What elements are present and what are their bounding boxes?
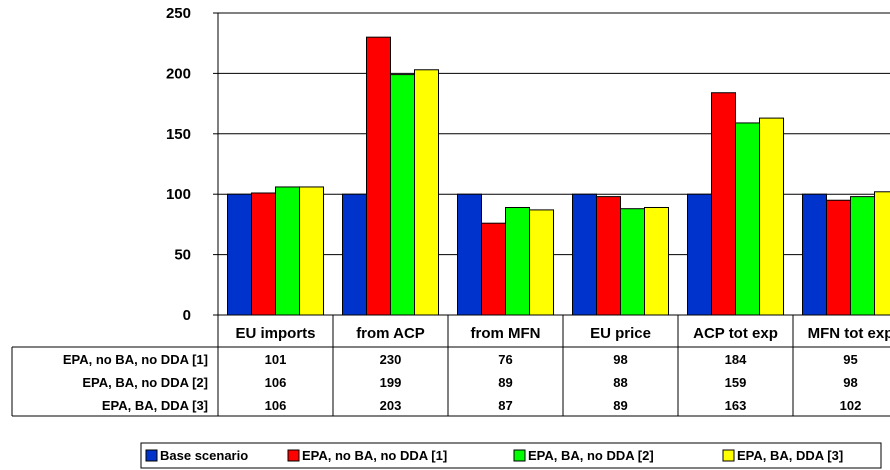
- data-label: 199: [380, 375, 402, 390]
- legend-entry: EPA, BA, no DDA [2]: [528, 448, 654, 463]
- data-label: 159: [725, 375, 747, 390]
- bar: [711, 92, 736, 316]
- bar: [802, 193, 827, 316]
- legend-swatch: [722, 449, 735, 462]
- legend-entry: EPA, BA, DDA [3]: [737, 448, 843, 463]
- data-label: 98: [843, 375, 857, 390]
- x-category-label: ACP tot exp: [693, 325, 778, 342]
- data-label: 87: [498, 398, 512, 413]
- legend-entry: EPA, no BA, no DDA [1]: [302, 448, 447, 463]
- bar: [596, 196, 621, 316]
- table-row-label: EPA, BA, DDA [3]: [102, 398, 208, 413]
- data-label: 230: [380, 352, 402, 367]
- y-tick-label: 200: [166, 65, 191, 82]
- bar: [251, 192, 276, 316]
- data-label: 184: [725, 352, 747, 367]
- bar: [414, 69, 439, 316]
- y-tick-label: 250: [166, 5, 191, 22]
- legend-swatch: [287, 449, 300, 462]
- data-label: 89: [498, 375, 512, 390]
- bar: [299, 186, 324, 316]
- x-category-label: from MFN: [471, 325, 541, 342]
- bar: [529, 209, 554, 316]
- y-axis: 0 50 100 150 200 250: [166, 5, 219, 324]
- bar: [390, 74, 415, 316]
- data-label: 76: [498, 352, 512, 367]
- table-row-label: EPA, no BA, no DDA [1]: [63, 352, 208, 367]
- x-category-label: MFN tot exp: [808, 325, 890, 342]
- bar: [687, 193, 712, 316]
- bar: [874, 191, 890, 316]
- legend-entry: Base scenario: [160, 448, 248, 463]
- data-label: 106: [265, 375, 287, 390]
- bar: [481, 222, 506, 316]
- bar: [644, 206, 669, 316]
- data-label: 101: [265, 352, 287, 367]
- bar: [227, 193, 252, 316]
- data-label: 88: [613, 375, 627, 390]
- data-label: 106: [265, 398, 287, 413]
- bar: [572, 193, 597, 316]
- y-tick-label: 100: [166, 186, 191, 203]
- legend-swatch: [145, 449, 158, 462]
- bar: [850, 196, 875, 316]
- legend-box: [140, 442, 882, 469]
- data-label: 163: [725, 398, 747, 413]
- bar: [826, 199, 851, 316]
- bar: [457, 193, 482, 316]
- bar: [505, 206, 530, 316]
- bar: [620, 208, 645, 316]
- data-table: EU imports from ACP from MFN EU price ACP to…: [11, 314, 890, 417]
- bar: [759, 117, 784, 316]
- data-label: 89: [613, 398, 627, 413]
- data-label: 102: [840, 398, 862, 413]
- y-tick-label: 0: [183, 307, 191, 324]
- bar: [366, 36, 391, 316]
- legend-swatch: [513, 449, 526, 462]
- x-category-label: from ACP: [356, 325, 425, 342]
- data-label: 95: [843, 352, 857, 367]
- y-tick-label: 50: [174, 247, 191, 264]
- data-label: 203: [380, 398, 402, 413]
- y-tick-label: 150: [166, 126, 191, 143]
- legend: Base scenario EPA, no BA, no DDA [1] EPA, …: [140, 442, 882, 469]
- x-category-label: EU imports: [235, 325, 315, 342]
- bar: [275, 186, 300, 316]
- x-category-label: EU price: [590, 325, 651, 342]
- bars: [227, 36, 890, 316]
- table-row-label: EPA, BA, no DDA [2]: [82, 375, 208, 390]
- bar: [735, 122, 760, 316]
- bar: [342, 193, 367, 316]
- data-label: 98: [613, 352, 627, 367]
